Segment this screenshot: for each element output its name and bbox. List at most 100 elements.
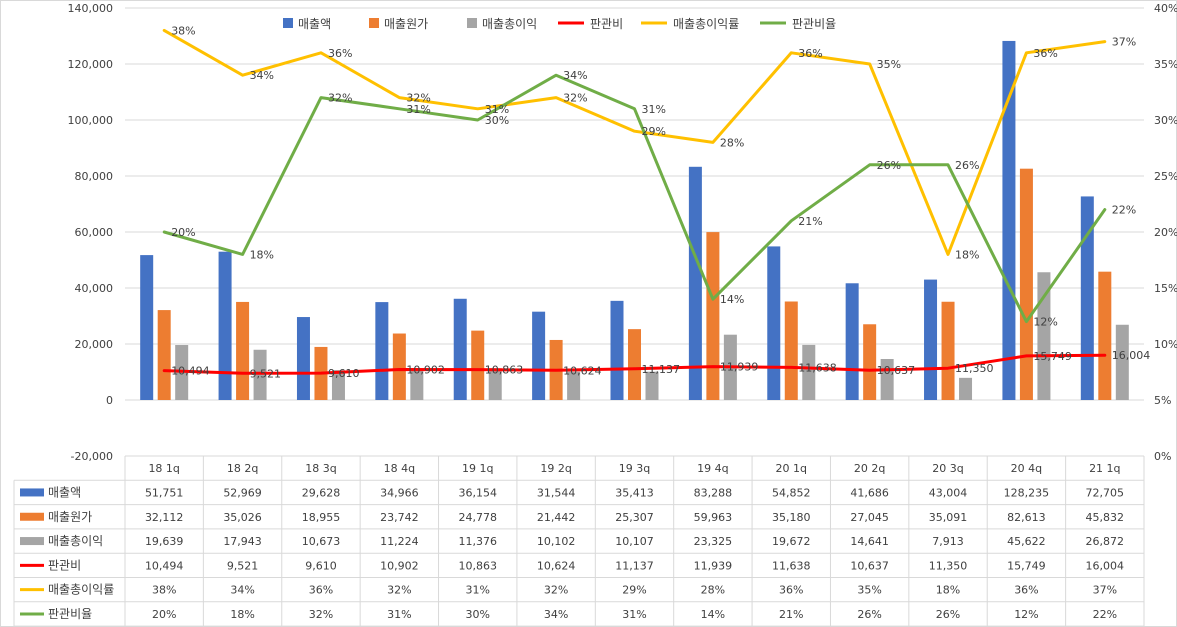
- y-right-tick-label: 20%: [1154, 226, 1177, 239]
- table-cell: 24,778: [458, 511, 497, 524]
- data-label: 16,004: [1112, 349, 1151, 362]
- data-label: 36%: [1033, 47, 1057, 60]
- bar: [1002, 40, 1016, 400]
- data-label: 10,494: [171, 365, 210, 378]
- table-cell: 82,613: [1007, 511, 1046, 524]
- axes: -20,000 0 20,000 40,000 60,000 80,000 100,000 1…: [68, 2, 1177, 463]
- table-cell: 18%: [936, 584, 960, 597]
- table-cell: 35%: [857, 584, 881, 597]
- table-cell: 20%: [152, 608, 176, 621]
- bar: [1037, 272, 1051, 400]
- data-label: 28%: [720, 136, 744, 149]
- table-cell: 29%: [622, 584, 646, 597]
- table-cell: 10,102: [537, 535, 576, 548]
- data-label: 10,902: [406, 363, 445, 376]
- data-label: 11,939: [720, 361, 759, 374]
- data-label: 31%: [406, 103, 430, 116]
- table-cell: 11,350: [929, 559, 968, 572]
- gridlines: [125, 7, 1144, 401]
- legend-swatch: [283, 18, 293, 28]
- data-label: 9,610: [328, 367, 360, 380]
- table-cell: 35,026: [223, 511, 262, 524]
- table-cell: 11,137: [615, 559, 654, 572]
- data-label: 15,749: [1033, 350, 1072, 363]
- series-line: [162, 28, 1107, 256]
- table-series-name: 판관비율: [48, 607, 92, 621]
- table-cell: 18%: [230, 608, 254, 621]
- legend-label: 매출액: [298, 17, 331, 31]
- table-cell: 59,963: [694, 511, 733, 524]
- bar: [959, 377, 973, 400]
- y-left-tick-label: 60,000: [75, 226, 114, 239]
- data-label: 10,863: [485, 364, 524, 377]
- bar: [863, 324, 877, 400]
- x-tick-label: 19 3q: [619, 462, 650, 475]
- table-cell: 36%: [1014, 584, 1038, 597]
- data-label: 20%: [171, 226, 195, 239]
- table-cell: 10,902: [380, 559, 419, 572]
- data-label: 26%: [955, 159, 979, 172]
- legend-label: 매출원가: [384, 17, 428, 31]
- bar: [140, 255, 154, 400]
- table-cell: 35,180: [772, 511, 811, 524]
- table-cell: 45,622: [1007, 535, 1046, 548]
- table-cell: 31,544: [537, 486, 576, 499]
- bar: [924, 279, 938, 400]
- bar: [767, 246, 781, 400]
- bar: [471, 330, 485, 400]
- table-cell: 32%: [309, 608, 333, 621]
- table-cell: 41,686: [850, 486, 889, 499]
- data-label: 9,521: [250, 367, 281, 380]
- x-tick-label: 19 2q: [540, 462, 571, 475]
- table-cell: 12%: [1014, 608, 1038, 621]
- table-cell: 28%: [701, 584, 725, 597]
- table-series-name: 매출총이익: [48, 534, 103, 548]
- bar: [532, 311, 546, 400]
- x-tick-label: 19 4q: [697, 462, 728, 475]
- data-label: 18%: [250, 248, 274, 261]
- table-cell: 22%: [1093, 608, 1117, 621]
- y-left-tick-label: 80,000: [75, 170, 114, 183]
- legend-label: 판관비: [590, 17, 623, 31]
- table-cell: 34%: [230, 584, 254, 597]
- data-label: 11,350: [955, 362, 994, 375]
- table-cell: 16,004: [1086, 559, 1125, 572]
- y-left-tick-label: 140,000: [68, 2, 114, 15]
- table-cell: 10,107: [615, 535, 654, 548]
- data-label: 12%: [1033, 316, 1057, 329]
- y-right-tick-label: 25%: [1154, 170, 1177, 183]
- table-cell: 51,751: [145, 486, 184, 499]
- table-cell: 83,288: [694, 486, 733, 499]
- bar: [218, 251, 232, 400]
- data-label: 32%: [406, 92, 430, 105]
- table-cell: 25,307: [615, 511, 654, 524]
- y-left-tick-label: 0: [106, 394, 113, 407]
- bar: [845, 283, 859, 400]
- table-series-name: 매출총이익률: [48, 583, 114, 597]
- bar: [706, 232, 720, 400]
- y-right-tick-label: 5%: [1154, 394, 1171, 407]
- table-cell: 10,863: [458, 559, 497, 572]
- table-cell: 14,641: [850, 535, 889, 548]
- table-cell: 11,376: [458, 535, 497, 548]
- legend-swatch: [467, 18, 477, 28]
- y-right-tick-label: 30%: [1154, 114, 1177, 127]
- data-label: 31%: [485, 103, 509, 116]
- legend-swatch: [369, 18, 379, 28]
- bar: [296, 317, 310, 400]
- table-cell: 32%: [387, 584, 411, 597]
- y-left-tick-label: 120,000: [68, 58, 114, 71]
- table-cell: 45,832: [1086, 511, 1125, 524]
- table-cell: 23,325: [694, 535, 733, 548]
- x-tick-label: 20 2q: [854, 462, 885, 475]
- bar: [488, 368, 502, 400]
- bar: [157, 310, 171, 400]
- bar: [802, 344, 816, 400]
- table-cell: 34,966: [380, 486, 419, 499]
- data-label: 21%: [798, 215, 822, 228]
- table-cell: 36%: [309, 584, 333, 597]
- table-cell: 52,969: [223, 486, 262, 499]
- table-cell: 31%: [622, 608, 646, 621]
- bar: [688, 166, 702, 400]
